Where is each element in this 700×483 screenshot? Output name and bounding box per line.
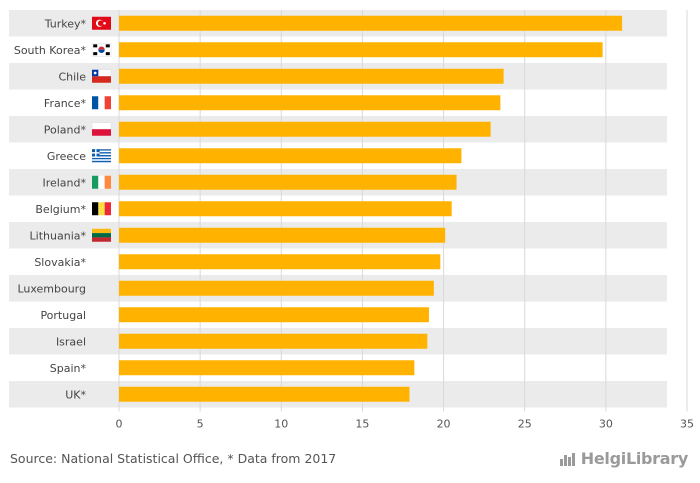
category-label: Lithuania* (30, 229, 87, 242)
bar (119, 201, 452, 217)
bar (119, 148, 462, 164)
south-korea-flag-icon (91, 43, 112, 57)
bar (119, 333, 428, 349)
bar-chart: Turkey* South Korea* Chile France* Poland* Gr… (9, 10, 695, 431)
category-label: Israel (56, 335, 86, 348)
category-label: Belgium* (35, 203, 86, 216)
category-label: Ireland* (42, 176, 86, 189)
x-tick-label: 25 (518, 418, 532, 431)
category-label: South Korea* (14, 44, 87, 57)
belgium-flag-icon (92, 202, 111, 216)
bar (119, 254, 441, 270)
x-axis-ticks: 0 5 10 15 20 25 30 35 (116, 418, 695, 431)
x-tick-label: 0 (116, 418, 123, 431)
source-note: Source: National Statistical Office, * D… (10, 451, 337, 466)
bar (119, 360, 415, 376)
bar (119, 68, 504, 84)
brand-logo-icon (559, 452, 575, 466)
category-label: Slovakia* (34, 256, 86, 269)
category-label: Chile (58, 70, 86, 83)
bar (119, 227, 446, 243)
category-label: Greece (47, 150, 86, 163)
x-tick-label: 5 (197, 418, 204, 431)
x-tick-label: 10 (274, 418, 288, 431)
flags (91, 16, 112, 242)
bar (119, 174, 457, 190)
x-tick-label: 30 (599, 418, 613, 431)
greece-flag-icon (92, 149, 111, 163)
category-label: Spain* (50, 362, 87, 375)
category-labels: Turkey* South Korea* Chile France* Poland* Gr… (14, 17, 87, 401)
bar (119, 42, 603, 58)
x-tick-label: 15 (355, 418, 369, 431)
bar (119, 386, 410, 402)
bar (119, 307, 429, 323)
category-label: Poland* (44, 123, 87, 136)
x-tick-label: 35 (680, 418, 694, 431)
turkey-flag-icon (92, 16, 111, 30)
category-label: Turkey* (44, 17, 87, 30)
ireland-flag-icon (92, 175, 111, 189)
brand-name: HelgiLibrary (580, 449, 689, 468)
bar (119, 280, 434, 296)
brand-logo[interactable]: HelgiLibrary (559, 449, 688, 468)
category-label: Luxembourg (17, 282, 86, 295)
bars (119, 15, 623, 402)
chile-flag-icon (91, 69, 112, 83)
bar (119, 15, 623, 31)
bar (119, 121, 491, 137)
poland-flag-icon (91, 122, 112, 136)
france-flag-icon (92, 96, 111, 110)
category-label: Portugal (40, 309, 86, 322)
bar (119, 95, 501, 111)
category-label: France* (44, 97, 87, 110)
lithuania-flag-icon (92, 228, 111, 242)
category-label: UK* (65, 388, 86, 401)
x-tick-label: 20 (437, 418, 451, 431)
